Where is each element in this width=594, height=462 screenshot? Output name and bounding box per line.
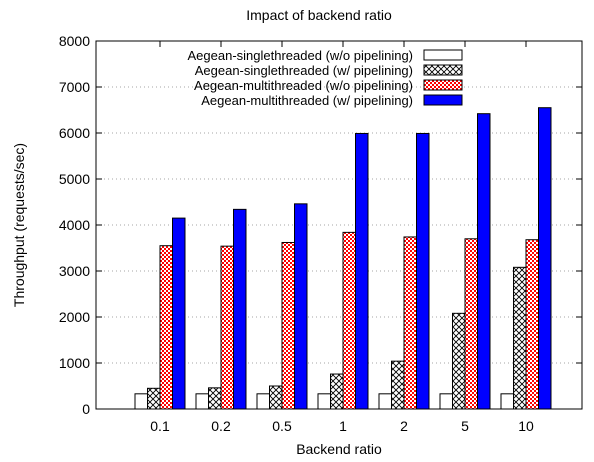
y-axis-label: Throughput (requests/sec)	[11, 143, 27, 307]
bar	[281, 241, 295, 410]
bar	[220, 245, 234, 410]
x-tick-label: 1	[339, 418, 347, 434]
bar	[416, 132, 430, 410]
x-tick-label: 5	[461, 418, 469, 434]
y-tick-label: 2000	[59, 309, 90, 325]
y-tick-label: 8000	[59, 33, 90, 49]
y-tick-label: 3000	[59, 263, 90, 279]
legend-swatch	[423, 64, 463, 76]
y-axis: 0 1000 2000 3000 4000 5000 6000 7000 8000	[59, 33, 582, 417]
bar	[269, 385, 283, 410]
y-tick-label: 5000	[59, 171, 90, 187]
x-tick-label: 0.1	[150, 418, 170, 434]
legend-label: Aegean-singlethreaded (w/ pipelining)	[195, 63, 413, 78]
bar	[538, 107, 552, 410]
y-tick-label: 6000	[59, 125, 90, 141]
x-tick-label: 10	[518, 418, 534, 434]
bars	[134, 107, 552, 410]
legend-label: Aegean-multithreaded (w/ pipelining)	[201, 93, 413, 108]
bar	[195, 393, 209, 410]
bar	[391, 360, 405, 410]
bar	[233, 208, 247, 410]
bar	[294, 203, 308, 410]
bar	[477, 113, 491, 410]
y-tick-label: 7000	[59, 79, 90, 95]
bar	[355, 132, 369, 410]
y-tick-label: 0	[82, 401, 90, 417]
bar	[403, 236, 417, 410]
bar	[256, 393, 270, 410]
x-tick-label: 0.5	[272, 418, 292, 434]
y-tick-label: 4000	[59, 217, 90, 233]
y-tick-label: 1000	[59, 355, 90, 371]
chart-title: Impact of backend ratio	[246, 7, 392, 23]
x-axis-label: Backend ratio	[296, 441, 382, 457]
bar	[464, 238, 478, 410]
bar	[513, 266, 527, 410]
bar	[172, 217, 186, 410]
x-axis: 0.1 0.2 0.5 1 2 5 10	[150, 41, 534, 434]
bar	[378, 393, 392, 410]
legend: Aegean-singlethreaded (w/o pipelining)Ae…	[188, 48, 463, 108]
bar	[147, 387, 161, 410]
bar	[525, 239, 539, 410]
bar	[452, 312, 466, 410]
bar	[342, 231, 356, 410]
bar	[208, 387, 222, 410]
legend-label: Aegean-singlethreaded (w/o pipelining)	[188, 48, 413, 63]
bar	[500, 393, 514, 410]
x-tick-label: 2	[400, 418, 408, 434]
legend-swatch	[423, 79, 463, 91]
bar	[330, 373, 344, 410]
x-tick-label: 0.2	[211, 418, 231, 434]
legend-swatch	[423, 49, 463, 61]
legend-swatch	[423, 94, 463, 106]
bar	[439, 393, 453, 410]
bar	[159, 245, 173, 410]
bar	[317, 393, 331, 410]
bar	[134, 393, 148, 410]
legend-label: Aegean-multithreaded (w/o pipelining)	[194, 78, 413, 93]
